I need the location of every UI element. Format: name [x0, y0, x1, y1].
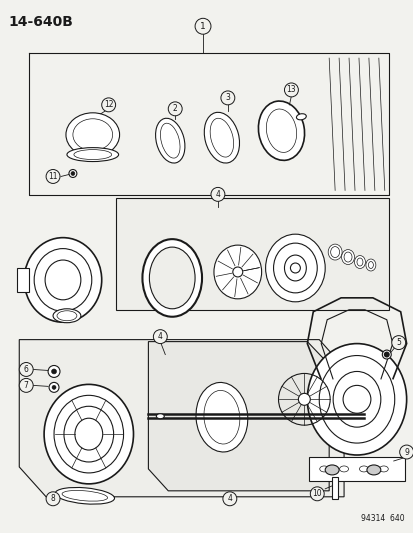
Ellipse shape — [75, 418, 102, 450]
Ellipse shape — [258, 101, 304, 160]
Text: 6: 6 — [24, 365, 28, 374]
Ellipse shape — [339, 466, 348, 472]
Ellipse shape — [24, 238, 102, 322]
Ellipse shape — [284, 255, 306, 281]
Polygon shape — [148, 342, 328, 491]
Text: 2: 2 — [172, 104, 177, 114]
Ellipse shape — [378, 466, 387, 472]
Ellipse shape — [45, 260, 81, 300]
Ellipse shape — [266, 109, 296, 152]
Ellipse shape — [358, 466, 368, 472]
Ellipse shape — [318, 356, 394, 443]
Bar — [17, 268, 29, 292]
Ellipse shape — [332, 372, 380, 427]
Circle shape — [399, 445, 413, 459]
Circle shape — [342, 385, 370, 413]
Circle shape — [52, 385, 56, 389]
Ellipse shape — [354, 255, 365, 269]
Circle shape — [52, 369, 57, 374]
Circle shape — [221, 91, 234, 105]
Ellipse shape — [328, 244, 341, 260]
Ellipse shape — [319, 466, 328, 472]
Text: 9: 9 — [403, 448, 408, 457]
Text: 5: 5 — [395, 338, 400, 347]
Circle shape — [19, 378, 33, 392]
Ellipse shape — [204, 390, 239, 444]
Circle shape — [298, 393, 310, 405]
Ellipse shape — [67, 148, 118, 161]
Ellipse shape — [273, 243, 316, 293]
Circle shape — [46, 492, 60, 506]
Text: 13: 13 — [286, 85, 296, 94]
Circle shape — [69, 169, 77, 177]
Circle shape — [391, 336, 405, 350]
Text: 12: 12 — [104, 100, 113, 109]
Ellipse shape — [330, 247, 339, 257]
Ellipse shape — [341, 249, 354, 264]
Ellipse shape — [160, 123, 180, 158]
Ellipse shape — [155, 118, 185, 163]
Ellipse shape — [54, 395, 123, 473]
Circle shape — [71, 172, 75, 175]
Ellipse shape — [306, 344, 406, 455]
Ellipse shape — [365, 259, 375, 271]
Circle shape — [19, 362, 33, 376]
Ellipse shape — [210, 118, 233, 157]
Ellipse shape — [343, 252, 351, 262]
Text: 4: 4 — [215, 190, 220, 199]
Ellipse shape — [34, 248, 92, 311]
Text: 4: 4 — [157, 332, 162, 341]
Circle shape — [48, 366, 60, 377]
Circle shape — [49, 382, 59, 392]
Circle shape — [310, 487, 323, 501]
Polygon shape — [115, 198, 388, 310]
Ellipse shape — [156, 414, 164, 419]
Ellipse shape — [368, 262, 373, 269]
Circle shape — [222, 492, 236, 506]
Circle shape — [168, 102, 182, 116]
Text: 3: 3 — [225, 93, 230, 102]
Circle shape — [102, 98, 115, 112]
Polygon shape — [309, 457, 404, 481]
Text: 1: 1 — [199, 22, 205, 31]
Circle shape — [383, 352, 389, 358]
Text: 4: 4 — [227, 494, 232, 503]
Text: 7: 7 — [24, 381, 28, 390]
Ellipse shape — [64, 406, 113, 462]
Ellipse shape — [66, 113, 119, 157]
Ellipse shape — [142, 239, 202, 317]
Bar — [331, 477, 337, 499]
Circle shape — [211, 188, 224, 201]
Circle shape — [232, 267, 242, 277]
Ellipse shape — [73, 119, 112, 151]
Ellipse shape — [381, 350, 390, 359]
Text: 11: 11 — [48, 172, 58, 181]
Ellipse shape — [74, 150, 112, 159]
Ellipse shape — [57, 311, 77, 321]
Ellipse shape — [195, 383, 247, 452]
Ellipse shape — [325, 465, 338, 475]
Text: 10: 10 — [312, 489, 321, 498]
Text: 94314  640: 94314 640 — [360, 514, 404, 523]
Ellipse shape — [44, 384, 133, 484]
Polygon shape — [19, 340, 343, 497]
Circle shape — [284, 83, 298, 97]
Ellipse shape — [204, 112, 239, 163]
Ellipse shape — [366, 465, 380, 475]
Circle shape — [195, 18, 211, 34]
Text: 14-640B: 14-640B — [8, 15, 73, 29]
Ellipse shape — [53, 309, 81, 322]
Ellipse shape — [214, 245, 261, 299]
Ellipse shape — [356, 258, 362, 266]
Ellipse shape — [55, 488, 114, 504]
Circle shape — [290, 263, 300, 273]
Text: 8: 8 — [50, 494, 55, 503]
Ellipse shape — [265, 234, 325, 302]
Ellipse shape — [62, 490, 107, 501]
Circle shape — [46, 169, 60, 183]
Ellipse shape — [149, 247, 195, 309]
Circle shape — [153, 330, 167, 344]
Ellipse shape — [296, 114, 306, 120]
